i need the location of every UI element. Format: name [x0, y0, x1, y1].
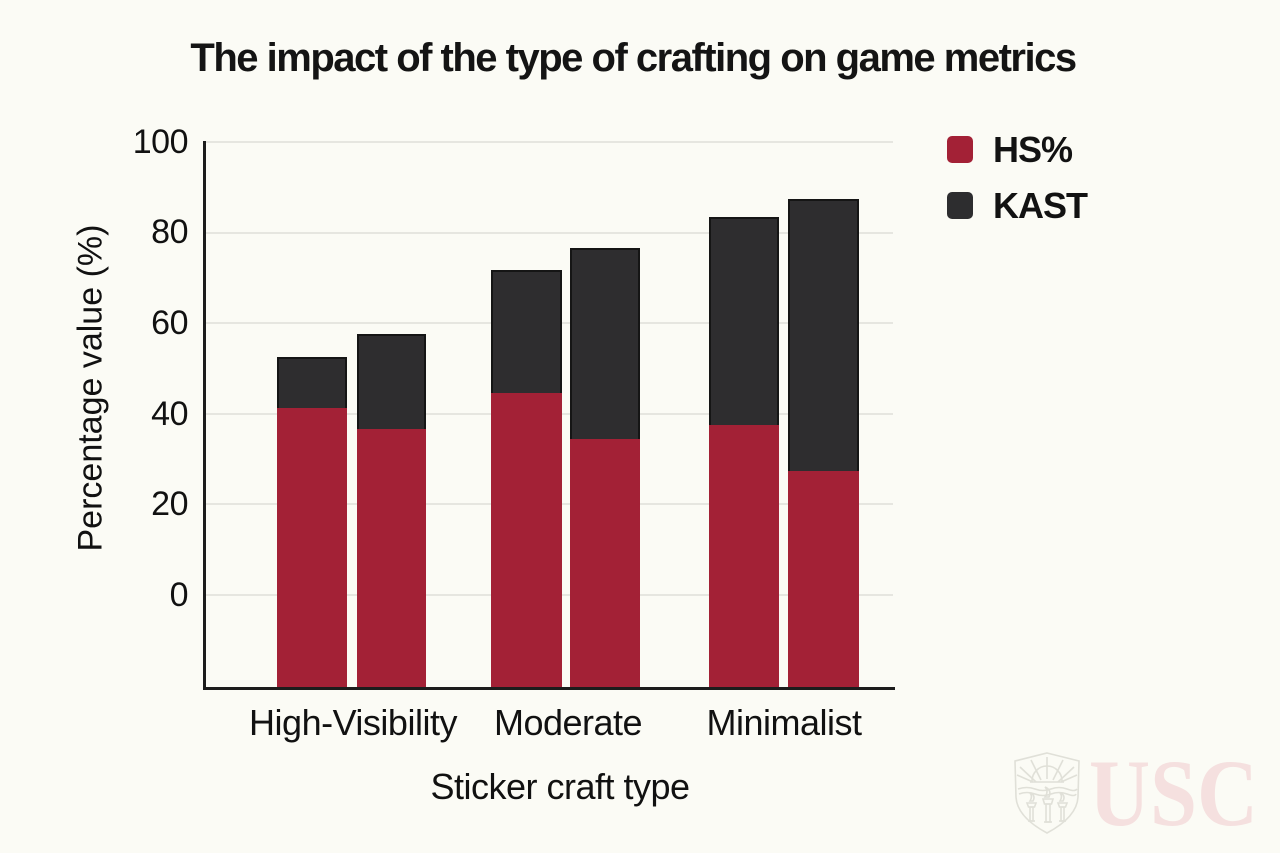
- svg-text:USC: USC: [1089, 745, 1258, 845]
